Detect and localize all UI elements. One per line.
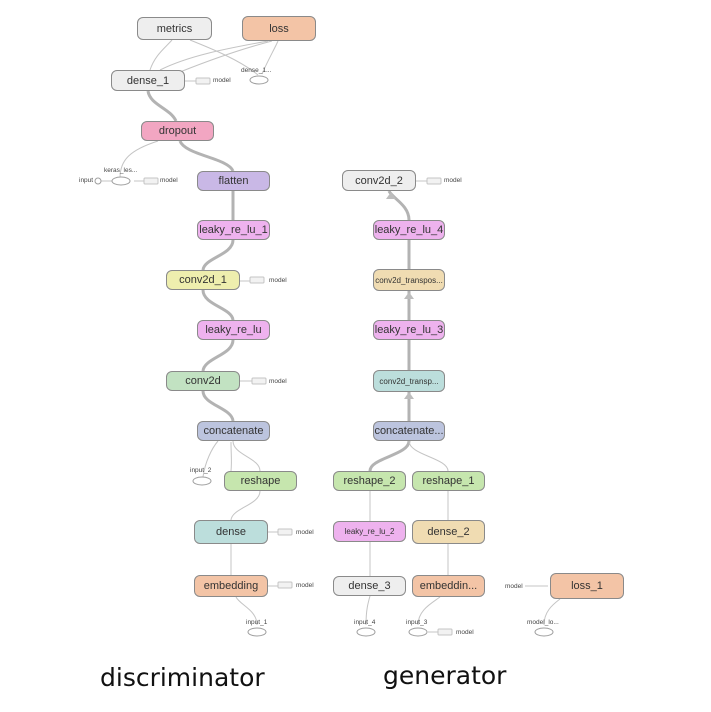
model-label-dense: model <box>296 529 314 536</box>
input-label: input <box>79 177 94 184</box>
node-conv2d-transpose[interactable]: conv2d_transp... <box>373 370 445 392</box>
node-reshape[interactable]: reshape <box>224 471 297 491</box>
node-concatenate[interactable]: concatenate <box>197 421 270 441</box>
input-port-54 <box>94 177 102 185</box>
node-flatten[interactable]: flatten <box>197 171 270 191</box>
node-conv2d-1[interactable]: conv2d_1 <box>166 270 240 290</box>
model-label-loss-1: model <box>505 583 523 590</box>
model-label-input-3: model <box>456 629 474 636</box>
node-conv2d-2[interactable]: conv2d_2 <box>342 170 416 191</box>
node-dense-3[interactable]: dense_3 <box>333 576 406 596</box>
edge-7 <box>232 440 261 472</box>
edge-18 <box>119 140 159 179</box>
edge-15 <box>179 40 273 73</box>
node-dense[interactable]: dense <box>194 520 268 544</box>
edge-20 <box>368 440 411 472</box>
model-loss-label: model_lo... <box>527 619 559 626</box>
edge-14 <box>159 40 269 71</box>
input-port-52 <box>408 627 428 637</box>
model-port-39 <box>195 77 211 85</box>
node-leaky-re-lu-2[interactable]: leaky_re_lu_2 <box>333 521 406 542</box>
edge-11 <box>235 596 258 626</box>
node-metrics[interactable]: metrics <box>137 17 212 40</box>
keras-learning-phase-label: keras_les... <box>104 167 138 174</box>
node-loss[interactable]: loss <box>242 16 316 41</box>
generator-caption: generator <box>383 661 507 690</box>
input-port-50 <box>247 627 267 637</box>
discriminator-caption: discriminator <box>100 663 265 692</box>
edge-28 <box>387 190 411 221</box>
edge-16 <box>189 39 259 76</box>
node-leaky-re-lu-4[interactable]: leaky_re_lu_4 <box>373 220 445 240</box>
node-loss-1[interactable]: loss_1 <box>550 573 624 599</box>
edge-23 <box>404 392 414 399</box>
edge-34 <box>365 595 371 626</box>
node-dropout[interactable]: dropout <box>141 121 214 141</box>
input-4-label: input_4 <box>354 619 376 626</box>
edge-17 <box>261 40 279 75</box>
edge-26 <box>404 292 414 299</box>
model-label-dropout: model <box>160 177 178 184</box>
node-leaky-re-lu[interactable]: leaky_re_lu <box>197 320 270 340</box>
node-embedding[interactable]: embedding <box>194 575 268 597</box>
edge-13 <box>149 39 173 71</box>
model-port-40 <box>143 177 159 185</box>
model-label-conv2d-1: model <box>269 277 287 284</box>
dense-1-small-label: dense_1... <box>241 67 272 74</box>
model-port-41 <box>249 276 265 284</box>
edge-29 <box>386 192 396 199</box>
edge-9 <box>230 490 261 521</box>
model-port-43 <box>277 528 293 536</box>
edge-35 <box>417 596 441 626</box>
model-port-45 <box>426 177 442 185</box>
node-dense-2[interactable]: dense_2 <box>412 520 485 544</box>
node-leaky-re-lu-1[interactable]: leaky_re_lu_1 <box>197 220 270 240</box>
edge-0 <box>146 90 178 122</box>
node-embedding-1[interactable]: embeddin... <box>412 575 485 597</box>
input-port-51 <box>356 627 376 637</box>
input-port-47 <box>249 75 269 85</box>
input-port-48 <box>111 176 131 186</box>
input-port-49 <box>192 476 212 486</box>
edge-36 <box>543 598 561 626</box>
model-label-conv2d: model <box>269 378 287 385</box>
edge-4 <box>201 289 235 321</box>
node-reshape-2[interactable]: reshape_2 <box>333 471 406 491</box>
model-label-conv2d-2: model <box>444 177 462 184</box>
node-concatenate-1[interactable]: concatenate... <box>373 421 445 441</box>
input-port-53 <box>534 627 554 637</box>
node-conv2d-transpose-1[interactable]: conv2d_transpos... <box>373 269 445 291</box>
node-conv2d[interactable]: conv2d <box>166 371 240 391</box>
input-1-label: input_1 <box>246 619 268 626</box>
input-2-label: input_2 <box>190 467 212 474</box>
model-port-42 <box>251 377 267 385</box>
edge-1 <box>178 140 235 172</box>
model-port-46 <box>437 628 453 636</box>
edge-21 <box>408 440 449 472</box>
model-port-44 <box>277 581 293 589</box>
node-leaky-re-lu-3[interactable]: leaky_re_lu_3 <box>373 320 445 340</box>
edge-12 <box>202 440 219 478</box>
node-reshape-1[interactable]: reshape_1 <box>412 471 485 491</box>
input-3-label: input_3 <box>406 619 428 626</box>
edge-6 <box>201 390 235 422</box>
edge-3 <box>201 239 235 271</box>
model-label-embedding: model <box>296 582 314 589</box>
edge-5 <box>201 339 235 372</box>
model-label-dense-1: model <box>213 77 231 84</box>
node-dense-1[interactable]: dense_1 <box>111 70 185 91</box>
